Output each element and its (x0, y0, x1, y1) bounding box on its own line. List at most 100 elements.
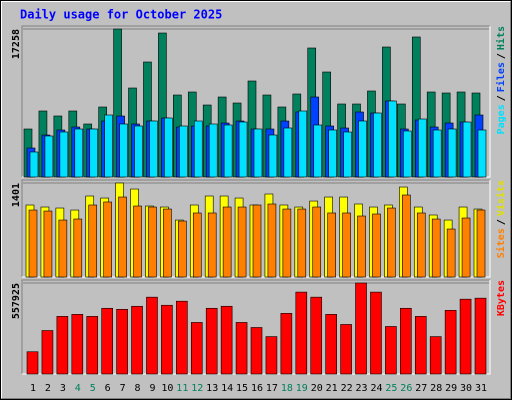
bar (207, 212, 217, 278)
x-tick-label: 11 (176, 383, 188, 394)
bar (163, 208, 172, 278)
bar (340, 324, 352, 375)
legend-entry: Files (495, 62, 507, 92)
bar (222, 206, 232, 278)
legend: KBytes (496, 280, 507, 316)
bar (237, 206, 247, 278)
bar (59, 131, 69, 178)
bar (461, 217, 471, 278)
bar (253, 128, 263, 178)
x-tick-label: 15 (236, 383, 248, 394)
plot-bevel (21, 179, 490, 277)
bar (417, 118, 427, 178)
legend-entry: Sites (495, 228, 507, 258)
bar (44, 135, 54, 178)
bar (476, 209, 486, 278)
bar (373, 112, 382, 178)
bar (402, 194, 411, 278)
chart-title: Daily usage for October 2025 (20, 8, 222, 22)
bar (176, 300, 188, 375)
x-tick-label: 3 (60, 383, 66, 394)
legend-separator: / (496, 53, 507, 59)
bar (238, 121, 248, 178)
bar (298, 110, 308, 178)
x-tick-label: 4 (75, 383, 81, 394)
x-tick-label: 5 (90, 383, 96, 394)
bar (429, 336, 442, 375)
bar (250, 327, 263, 375)
bar (103, 201, 112, 278)
legend-entry: Pages (496, 104, 507, 134)
x-tick-label: 6 (105, 383, 111, 394)
bar (41, 330, 54, 375)
y-tick-label: 1401 (11, 183, 22, 207)
x-tick-label: 18 (281, 383, 293, 394)
legend-entry: Visits (495, 180, 507, 216)
bar (477, 129, 487, 178)
x-tick-label: 29 (445, 383, 457, 394)
bar (193, 120, 203, 178)
bar (414, 316, 427, 375)
bar (370, 291, 382, 375)
bar (56, 316, 69, 375)
bar (343, 131, 352, 178)
bar (357, 215, 366, 278)
plot-bevel (21, 279, 490, 374)
x-tick-label: 8 (135, 383, 141, 394)
bar (74, 128, 84, 178)
x-tick-label: 23 (356, 383, 368, 394)
bar (385, 326, 397, 375)
bar (118, 196, 127, 278)
bar (89, 128, 99, 178)
x-tick-label: 10 (161, 383, 173, 394)
bar (265, 336, 278, 375)
bar (431, 218, 441, 278)
x-tick-label: 13 (206, 383, 218, 394)
bar (252, 204, 262, 278)
bar (149, 120, 158, 178)
x-tick-label: 17 (266, 383, 278, 394)
bar (164, 117, 173, 178)
bar (220, 305, 233, 375)
bar (459, 298, 472, 375)
x-tick-label: 16 (251, 383, 263, 394)
bar (400, 307, 412, 375)
x-tick-label: 26 (400, 383, 412, 394)
bar (235, 322, 248, 375)
x-tick-label: 28 (430, 383, 442, 394)
bar (28, 209, 38, 278)
bar (462, 121, 472, 178)
bar (283, 127, 293, 178)
bar (178, 220, 187, 278)
bar (474, 297, 487, 375)
plot-bevel (21, 25, 490, 177)
bar (161, 304, 173, 375)
bar (192, 212, 202, 278)
bar (444, 310, 457, 375)
x-tick-label: 12 (191, 383, 203, 394)
x-tick-label: 22 (341, 383, 353, 394)
bar (146, 296, 158, 375)
bar (116, 308, 128, 375)
bar (101, 307, 113, 375)
bar (328, 129, 337, 178)
bar (403, 130, 412, 178)
bar (179, 125, 188, 178)
bar (268, 134, 278, 178)
bar (372, 213, 381, 278)
bar (358, 120, 367, 178)
legend-separator: / (496, 219, 507, 225)
legend: Sites / Visits (495, 180, 507, 258)
x-tick-label: 25 (385, 383, 397, 394)
bar (86, 316, 99, 375)
bar (148, 206, 157, 278)
bar (71, 314, 84, 375)
bar (267, 203, 277, 278)
x-tick-label: 9 (149, 383, 155, 394)
bar (26, 351, 39, 375)
x-tick-label: 1 (30, 383, 36, 394)
bar (133, 205, 142, 278)
legend-entry: KBytes (496, 280, 507, 316)
